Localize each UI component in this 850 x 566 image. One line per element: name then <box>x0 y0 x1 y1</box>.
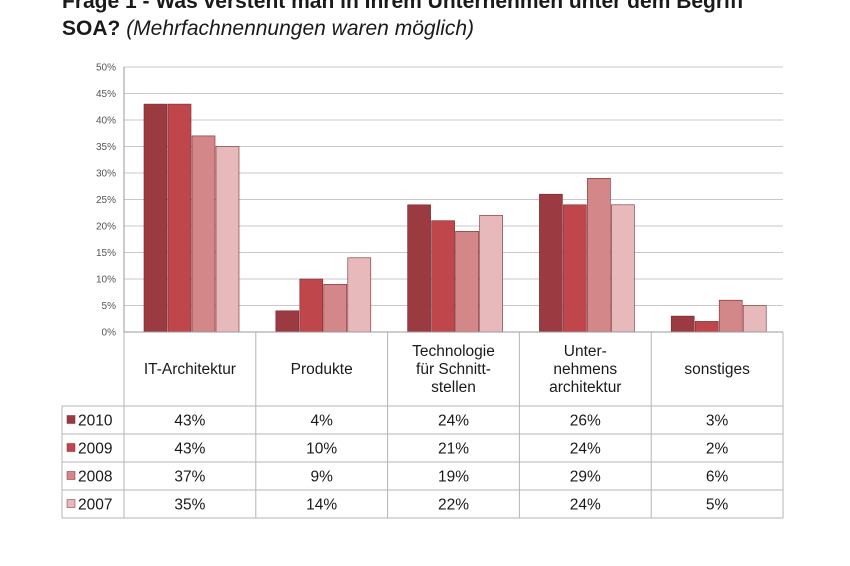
title-line-1: Frage 1 - Was versteht man in Ihrem Unte… <box>62 0 744 13</box>
bar-2007-2 <box>479 215 503 333</box>
value-cell: 43% <box>174 413 205 430</box>
bar-2010-3 <box>539 193 563 333</box>
legend-label: 2010 <box>78 413 113 430</box>
bar-2008-2 <box>455 231 479 333</box>
value-cell: 24% <box>570 441 601 458</box>
value-cell: 10% <box>306 441 337 458</box>
title-line-2-bold: SOA? <box>62 17 121 40</box>
bar-2008-0 <box>191 135 216 333</box>
y-tick-label: 10% <box>96 275 116 286</box>
y-tick-label: 30% <box>96 169 116 180</box>
value-cell: 24% <box>570 497 601 514</box>
bar-2010-2 <box>407 204 431 333</box>
bar-2008-1 <box>323 283 348 333</box>
value-cell: 26% <box>570 413 601 430</box>
value-cell: 14% <box>306 497 337 514</box>
y-tick-label: 15% <box>96 248 116 259</box>
value-cell: 6% <box>706 469 729 486</box>
legend-swatch-2010 <box>66 415 76 424</box>
legend-swatch-2007 <box>66 499 76 508</box>
value-cell: 9% <box>310 469 333 486</box>
y-tick-label: 20% <box>96 222 116 233</box>
legend-label: 2009 <box>78 441 112 458</box>
value-cell: 37% <box>174 469 205 486</box>
bar-2007-4 <box>742 305 767 333</box>
y-tick-label: 35% <box>96 142 116 153</box>
bar-2007-1 <box>347 257 372 333</box>
title-subtitle: (Mehrfachnennungen waren möglich) <box>126 17 475 40</box>
y-axis: 0% 5% 10% 15% 20% 25% 30% 35% 40% 45% 50% <box>96 63 125 339</box>
title-line-2: SOA? (Mehrfachnennungen waren möglich) <box>62 15 850 42</box>
value-cell: 19% <box>438 469 469 486</box>
y-tick-label: 40% <box>96 116 116 127</box>
category-label: architektur <box>549 379 621 396</box>
value-cell: 2% <box>706 441 729 458</box>
bar-2009-1 <box>299 278 324 333</box>
bars <box>143 103 767 333</box>
category-label: IT-Architektur <box>144 361 236 378</box>
bar-2010-0 <box>143 103 168 333</box>
value-cell: 24% <box>438 413 469 430</box>
bar-2008-4 <box>718 299 743 333</box>
y-tick-label: 50% <box>96 63 116 74</box>
bar-2010-4 <box>670 315 695 333</box>
category-label: nehmens <box>553 361 617 378</box>
value-cell: 4% <box>310 413 333 430</box>
bar-2007-0 <box>215 146 240 333</box>
chart-title: Frage 1 - Was versteht man in Ihrem Unte… <box>62 0 850 42</box>
bar-2009-0 <box>167 103 192 333</box>
bar-2009-2 <box>431 220 455 333</box>
value-cell: 29% <box>570 469 601 486</box>
value-cell: 3% <box>706 413 729 430</box>
bar-2008-3 <box>587 178 611 333</box>
legend-swatch-2009 <box>66 443 76 452</box>
legend-swatch-2008 <box>66 471 76 480</box>
y-tick-label: 0% <box>102 328 117 339</box>
bar-2009-3 <box>563 204 587 333</box>
value-cell: 43% <box>174 441 205 458</box>
y-tick-label: 5% <box>102 301 117 312</box>
bar-2009-4 <box>694 321 719 333</box>
y-tick-label: 45% <box>96 89 116 100</box>
legend-label: 2007 <box>78 497 112 514</box>
category-label: Technologie <box>412 343 495 360</box>
category-label: Produkte <box>291 361 353 378</box>
category-label: Unter- <box>564 343 607 360</box>
value-cell: 21% <box>438 441 469 458</box>
value-cell: 35% <box>174 497 205 514</box>
value-cell: 5% <box>706 497 729 514</box>
bar-2010-1 <box>275 310 300 333</box>
category-label: sonstiges <box>684 361 750 378</box>
legend-label: 2008 <box>78 469 112 486</box>
category-label: für Schnitt- <box>416 361 491 378</box>
bar-2007-3 <box>611 204 635 333</box>
category-label: stellen <box>431 379 476 396</box>
y-tick-label: 25% <box>96 195 116 206</box>
value-cell: 22% <box>438 497 469 514</box>
